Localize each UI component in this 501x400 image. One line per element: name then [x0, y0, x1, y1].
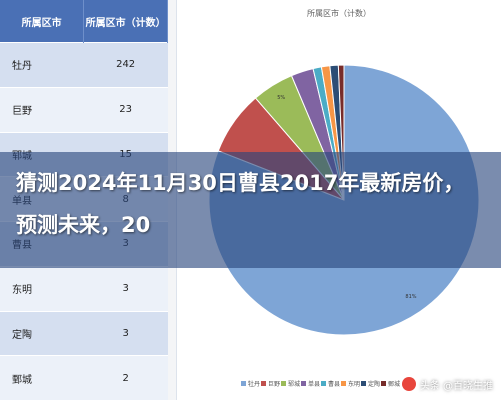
legend-label: 牡丹 [248, 380, 260, 388]
legend-label: 郓城 [288, 380, 300, 388]
cell-count: 2 [83, 355, 168, 400]
legend-label: 单县 [308, 380, 320, 388]
cell-count: 23 [83, 86, 168, 132]
slice-percent-label: 5% [277, 95, 285, 101]
watermark-text: 头条 @百晓生推 [419, 380, 493, 392]
cell-count: 3 [83, 265, 168, 311]
legend-label: 定陶 [368, 380, 380, 388]
table-row: 定陶 3 [0, 310, 168, 356]
cell-district: 鄄城 [0, 355, 84, 400]
cell-district: 定陶 [0, 310, 84, 356]
legend-swatch [241, 381, 246, 386]
legend-label: 巨野 [268, 380, 280, 388]
legend-swatch [301, 381, 306, 386]
legend-swatch [261, 381, 266, 386]
watermark-logo-icon [401, 377, 416, 391]
cell-count: 3 [83, 310, 168, 356]
legend-label: 鄄城 [388, 380, 400, 388]
table-header-district: 所属区市 [0, 0, 85, 43]
legend-swatch [281, 381, 286, 386]
chart-legend: 牡丹 巨野 郓城 单县 曹县 东明 定陶 鄄城 [241, 380, 400, 388]
legend-swatch [321, 381, 326, 386]
table-row: 东明 3 [0, 265, 168, 311]
headline-banner: 猜测2024年11月30日曹县2017年最新房价，预测未来，20 [0, 152, 501, 268]
chart-title: 所属区市（计数） [307, 8, 371, 18]
cell-district: 巨野 [0, 86, 84, 132]
table-header-row: 所属区市 所属区市（计数） [0, 0, 168, 43]
cell-district: 牡丹 [0, 42, 84, 88]
table-row: 牡丹 242 [0, 42, 168, 88]
legend-swatch [361, 381, 366, 386]
legend-swatch [341, 381, 346, 386]
pie-slice-labels: 81% 5% [277, 95, 417, 300]
cell-count: 242 [83, 42, 168, 88]
legend-swatch [381, 381, 386, 386]
table-header-count: 所属区市（计数） [83, 0, 168, 43]
table-row: 鄄城 2 [0, 355, 168, 400]
legend-label: 东明 [348, 380, 360, 388]
watermark: 头条 @百晓生推 [401, 374, 493, 394]
table-row: 巨野 23 [0, 86, 168, 132]
cell-district: 东明 [0, 265, 84, 311]
headline-text: 猜测2024年11月30日曹县2017年最新房价，预测未来，20 [16, 171, 465, 237]
legend-label: 曹县 [328, 380, 340, 388]
slice-percent-label: 81% [405, 294, 416, 300]
